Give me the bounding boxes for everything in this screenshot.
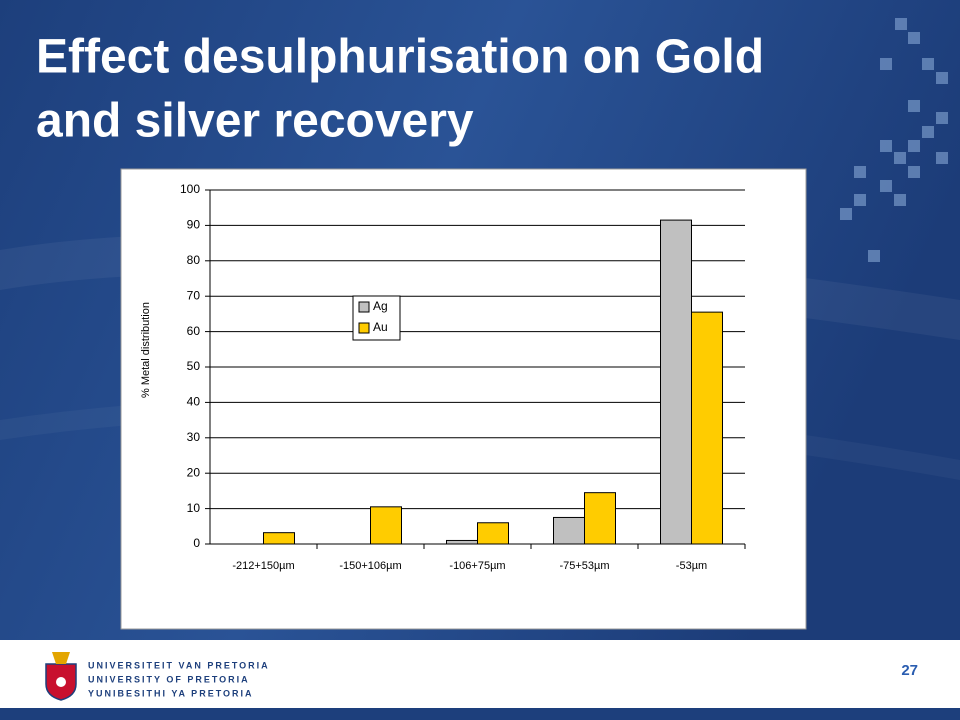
bar <box>370 506 402 545</box>
y-tick-label: 90 <box>187 218 201 232</box>
legend-label: Au <box>373 320 388 334</box>
legend-swatch <box>358 301 370 313</box>
decoration-squares <box>840 18 948 262</box>
y-tick-label: 40 <box>187 395 201 409</box>
y-tick-label: 30 <box>187 430 201 444</box>
x-tick-label: -106+75µm <box>449 560 505 572</box>
bar <box>553 516 585 545</box>
y-tick-label: 60 <box>187 324 201 338</box>
bar <box>477 522 509 545</box>
footer <box>0 640 960 708</box>
x-tick-label: -75+53µm <box>559 560 609 572</box>
y-axis-label: % Metal distribution <box>140 302 152 398</box>
legend-label: Ag <box>373 299 388 313</box>
slide-title: and silver recovery <box>36 95 474 148</box>
bar <box>446 539 478 545</box>
y-tick-label: 10 <box>187 501 201 515</box>
page-number: 27 <box>901 662 918 679</box>
university-name: UNIVERSITY OF PRETORIA <box>88 674 250 684</box>
bar <box>691 311 723 545</box>
y-tick-label: 0 <box>193 536 200 550</box>
x-tick-label: -150+106µm <box>339 560 401 572</box>
footer-strip <box>0 708 960 720</box>
university-name: UNIVERSITEIT VAN PRETORIA <box>88 660 270 670</box>
x-tick-label: -212+150µm <box>232 560 294 572</box>
bar <box>263 532 295 545</box>
bar <box>660 219 692 545</box>
y-tick-label: 80 <box>187 253 201 267</box>
y-tick-label: 70 <box>187 288 201 302</box>
y-tick-label: 20 <box>187 465 201 479</box>
legend-swatch <box>358 322 370 334</box>
bar <box>584 492 616 545</box>
y-tick-label: 100 <box>180 182 200 196</box>
university-name: YUNIBESITHI YA PRETORIA <box>88 688 254 698</box>
university-logo <box>45 652 77 701</box>
slide-title: Effect desulphurisation on Gold <box>36 31 764 84</box>
y-tick-label: 50 <box>187 359 201 373</box>
x-tick-label: -53µm <box>676 560 707 572</box>
